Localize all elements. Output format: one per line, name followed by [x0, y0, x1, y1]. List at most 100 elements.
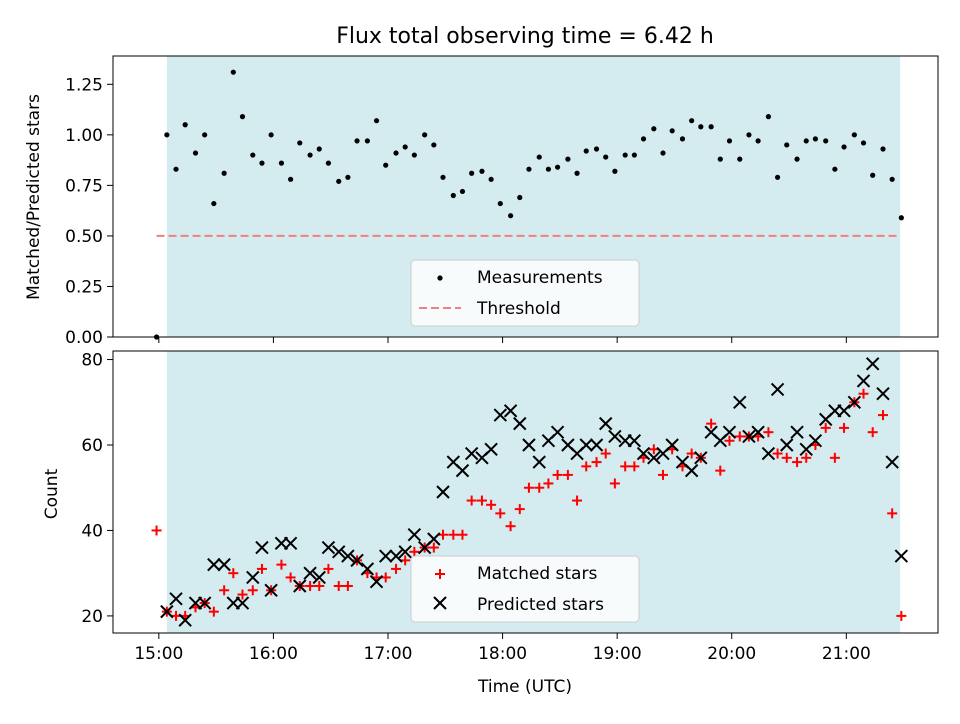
data-point: [219, 585, 230, 596]
data-point: [689, 118, 695, 124]
data-point: [770, 382, 785, 397]
data-point: [552, 469, 563, 480]
data-point: [887, 508, 898, 519]
data-point: [354, 138, 360, 144]
data-point: [411, 152, 417, 158]
data-point: [440, 174, 446, 180]
data-point: [620, 461, 631, 472]
data-point: [792, 457, 803, 468]
data-point: [495, 508, 506, 519]
data-point: [820, 422, 831, 433]
data-point: [554, 164, 561, 170]
data-point: [422, 132, 428, 138]
data-point: [603, 154, 609, 160]
data-point: [250, 152, 256, 158]
data-point: [751, 425, 765, 439]
data-point: [847, 395, 862, 409]
legend-label-matched-stars: Matched stars: [477, 564, 597, 584]
data-point: [202, 132, 208, 138]
data-point: [484, 442, 498, 456]
series-measurements: [153, 69, 904, 340]
x-tick-label: 16:00: [249, 644, 298, 664]
data-point: [742, 429, 756, 444]
data-point: [373, 118, 380, 124]
x-tick-label: 19:00: [593, 644, 642, 664]
data-point: [389, 549, 403, 563]
data-point: [679, 136, 686, 142]
data-point: [171, 610, 182, 621]
data-point: [360, 562, 375, 576]
data-point: [428, 542, 439, 553]
top-y-tick-label: 0.00: [65, 328, 103, 348]
data-point: [523, 482, 534, 493]
data-point: [479, 168, 485, 174]
data-point: [514, 504, 525, 515]
data-point: [211, 200, 217, 207]
data-point: [288, 176, 294, 182]
data-point: [285, 572, 296, 583]
data-point: [246, 570, 260, 585]
data-point: [543, 478, 554, 489]
data-point: [860, 140, 867, 146]
data-point: [591, 457, 602, 468]
data-point: [400, 555, 411, 566]
data-point: [622, 152, 628, 158]
legend-marker-measurements: [437, 275, 443, 281]
data-point: [297, 140, 303, 146]
data-point: [724, 435, 735, 446]
data-point: [336, 178, 342, 184]
data-point: [237, 589, 248, 600]
data-point: [794, 156, 800, 162]
data-point: [726, 138, 733, 144]
data-point: [391, 563, 402, 574]
data-point: [755, 138, 761, 144]
x-axis-label: Time (UTC): [477, 677, 572, 697]
top-legend-box: [410, 259, 640, 327]
data-point: [178, 613, 192, 627]
data-point: [459, 188, 466, 195]
data-point: [207, 557, 221, 572]
top-legend: Measurements Threshold: [410, 259, 640, 327]
data-point: [239, 114, 246, 120]
legend-marker-matched-stars: [435, 569, 445, 579]
data-point: [221, 170, 227, 176]
data-point: [321, 540, 336, 555]
data-point: [858, 388, 869, 399]
data-point: [647, 451, 661, 465]
data-point: [383, 162, 389, 168]
data-point: [314, 581, 325, 591]
data-point: [341, 549, 355, 563]
data-point: [457, 529, 468, 540]
data-point: [316, 146, 322, 152]
data-point: [182, 122, 188, 128]
data-point: [583, 148, 589, 154]
data-point: [259, 160, 265, 166]
data-point: [208, 606, 219, 617]
data-point: [708, 124, 714, 130]
data-point: [698, 124, 704, 130]
data-point: [737, 156, 743, 162]
data-point: [574, 170, 580, 176]
data-point: [593, 146, 600, 152]
data-point: [856, 374, 871, 388]
data-point: [151, 525, 162, 536]
data-point: [684, 463, 699, 478]
data-point: [880, 146, 886, 152]
data-point: [839, 422, 850, 433]
x-tick-label: 21:00: [822, 644, 871, 664]
data-point: [876, 387, 890, 401]
series-predicted-stars: [160, 357, 909, 627]
data-point: [885, 455, 899, 469]
data-point: [870, 172, 876, 178]
data-point: [323, 563, 334, 574]
data-point: [545, 166, 552, 172]
data-point: [513, 416, 527, 431]
data-point: [276, 559, 287, 570]
x-tick-label: 17:00: [364, 644, 413, 664]
data-point: [438, 529, 448, 540]
data-point: [660, 150, 666, 156]
data-point: [686, 448, 697, 459]
data-point: [493, 408, 507, 422]
